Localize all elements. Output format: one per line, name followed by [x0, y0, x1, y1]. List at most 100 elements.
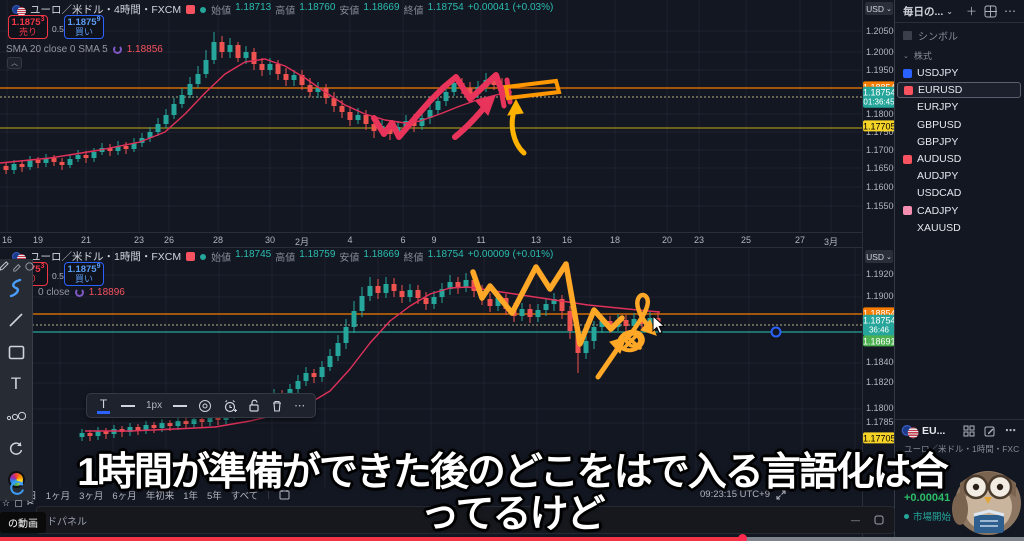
buy-button[interactable]: 1.18759 買い	[64, 262, 104, 286]
range-button[interactable]: 3ヶ月	[79, 490, 104, 502]
price-tick: 1.20000	[866, 47, 899, 57]
watchlist-title-dropdown[interactable]: 毎日の... ⌄	[903, 5, 953, 18]
brush-tool-active[interactable]	[4, 276, 28, 300]
watchlist-more-icon[interactable]: ⋯	[1004, 4, 1016, 18]
price-tick: 1.20500	[866, 26, 899, 36]
symbol-column-header[interactable]: シンボル	[903, 28, 958, 43]
top-indicator-row[interactable]: SMA 20 close 0 SMA 5 1.18856	[6, 44, 163, 55]
currency-selector[interactable]: USD ⌄	[865, 2, 893, 15]
rectangle-tool[interactable]	[4, 340, 28, 364]
dock-tab[interactable]: ドパネル	[47, 516, 87, 528]
bottom-price-axis[interactable]: USD ⌄ 1.19200 1.19000 1.18400 1.18200 1.18000…	[862, 247, 899, 541]
time-tick: 16	[561, 235, 573, 245]
widget-more-icon[interactable]: ⋯	[1005, 425, 1016, 437]
bottom-indicator-row[interactable]: 0 close 1.18896	[38, 287, 125, 298]
time-tick: 26	[163, 235, 175, 245]
alert-icon[interactable]	[223, 399, 238, 413]
line-anchor-handle[interactable]	[770, 326, 782, 338]
top-time-axis[interactable]: 16 19 21 23 26 28 30 2月 4 6 9 11 13 16 18 20 23 25 27 3月	[0, 232, 862, 247]
symbol-label: EURUSD	[918, 84, 963, 97]
time-tick: 19	[32, 235, 44, 245]
clock-area: 09:23:15 UTC+9	[700, 487, 786, 502]
eraser-icon[interactable]	[24, 261, 35, 272]
watchlist-header: 毎日の... ⌄ ＋ ⋯	[895, 0, 1024, 23]
clock[interactable]: 09:23:15 UTC+9	[700, 489, 770, 500]
range-button[interactable]: すべて	[230, 490, 259, 502]
video-label-chip: の動画	[0, 512, 46, 533]
range-button[interactable]: 1年	[183, 490, 198, 502]
sell-button[interactable]: 1.18753 売り	[8, 15, 48, 39]
price-tick: 1.18000	[866, 403, 899, 413]
symbol-label: GBPJPY	[917, 135, 959, 148]
section-row[interactable]: ⌄ 株式	[903, 51, 932, 61]
undo-redo-icon[interactable]	[4, 436, 28, 460]
symbol-flag-chip	[904, 85, 913, 95]
watchlist-item-eurusd[interactable]: EURUSD	[897, 82, 1021, 99]
refresh-tool-icon[interactable]	[8, 478, 26, 501]
grid-view-icon[interactable]	[984, 5, 997, 18]
flag-filter-icon[interactable]	[903, 31, 912, 40]
subtitle-line-2: ってるけど	[420, 493, 605, 536]
price-badge: 1.18854	[863, 307, 896, 319]
fullscreen-icon[interactable]	[776, 489, 786, 500]
layout-icon[interactable]	[963, 425, 975, 437]
text-style-button[interactable]: T	[97, 398, 110, 414]
bottom-chart-header: ユーロ／米ドル・1時間・FXCM 始値 1.18745 高値 1.18759 安値 1…	[12, 249, 553, 264]
lock-icon[interactable]	[248, 399, 260, 413]
spread-value: 0.5	[52, 24, 64, 34]
ellipse-tool[interactable]	[4, 404, 28, 428]
edit-icon[interactable]	[984, 425, 996, 437]
line-style-button[interactable]	[173, 404, 188, 407]
watchlist-item-gbpjpy[interactable]: GBPJPY	[897, 134, 1021, 150]
top-chart-canvas[interactable]	[0, 0, 862, 232]
subtitle-line-1: 1時間が準備ができた後のどこをはで入る言語化は合	[77, 451, 949, 494]
price-tick: 1.18000	[866, 109, 899, 119]
trash-icon[interactable]	[271, 399, 283, 413]
text-tool[interactable]: T	[10, 374, 22, 393]
buy-button[interactable]: 1.18759 買い	[64, 15, 104, 39]
range-button[interactable]: 6ヶ月	[112, 490, 137, 502]
watchlist-item-cadjpy[interactable]: CADJPY	[897, 203, 1021, 219]
market-open-dot	[200, 6, 207, 13]
range-button[interactable]: 年初来	[145, 490, 175, 502]
price-badge: 1.18754 01:36:45	[863, 86, 896, 108]
top-chart-panel	[0, 0, 862, 232]
range-button[interactable]: 1ヶ月	[45, 490, 71, 502]
go-to-date-icon[interactable]	[279, 489, 290, 500]
maximize-icon[interactable]	[874, 515, 884, 525]
watchlist-item-eurjpy[interactable]: EURJPY	[897, 99, 1021, 115]
minimize-icon[interactable]: —	[851, 515, 860, 525]
bottom-chart-title[interactable]: ユーロ／米ドル・1時間・FXCM	[30, 251, 182, 263]
add-symbol-icon[interactable]: ＋	[966, 6, 977, 18]
watchlist-item-gbpusd[interactable]: GBPUSD	[897, 117, 1021, 133]
broker-flag-icon	[186, 5, 196, 14]
line-tool[interactable]	[4, 308, 28, 332]
line-width-sample[interactable]	[121, 404, 135, 407]
line-width-label[interactable]: 1px	[146, 400, 163, 411]
watchlist-item-audjpy[interactable]: AUDJPY	[897, 168, 1021, 184]
video-playhead[interactable]	[738, 534, 747, 541]
star-icon[interactable]: ☆	[2, 498, 11, 508]
price-badge: 1.17705	[863, 120, 896, 132]
highlighter-icon[interactable]	[11, 261, 22, 272]
watchlist-item-xauusd[interactable]: XAUUSD	[897, 220, 1021, 236]
watchlist-item-usdjpy[interactable]: USDJPY	[897, 65, 1021, 81]
watchlist-item-audusd[interactable]: AUDUSD	[897, 151, 1021, 167]
currency-selector[interactable]: USD ⌄	[865, 250, 893, 263]
time-tick: 20	[661, 235, 673, 245]
range-button[interactable]: 5年	[207, 490, 222, 502]
square-icon[interactable]: ▢	[14, 498, 23, 508]
pen-icon[interactable]	[0, 261, 9, 272]
more-options-icon[interactable]: ⋯	[294, 400, 306, 412]
target-icon[interactable]	[198, 399, 212, 413]
symbol-label: GBPUSD	[917, 118, 962, 131]
price-tick: 1.18200	[866, 377, 899, 387]
top-price-axis[interactable]: USD ⌄ 1.20500 1.20000 1.19500 1.18000 1.17500…	[862, 0, 899, 247]
video-progress-bar[interactable]	[0, 534, 1024, 541]
scissors-icon[interactable]: ✂	[26, 498, 35, 508]
top-chart-title[interactable]: ユーロ／米ドル・4時間・FXCM	[30, 4, 182, 16]
bottom-chart-canvas[interactable]	[0, 248, 862, 488]
symbol-detail-name[interactable]: EU...	[922, 424, 946, 437]
collapse-panel-button[interactable]: ︿	[7, 57, 22, 69]
watchlist-item-usdcad[interactable]: USDCAD	[897, 185, 1021, 201]
